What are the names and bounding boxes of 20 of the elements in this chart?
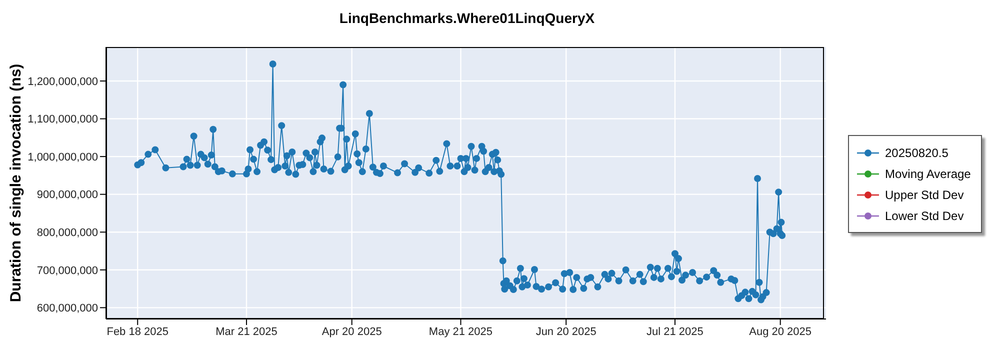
legend-label: Lower Std Dev [885, 208, 964, 222]
legend-label: Upper Std Dev [885, 188, 964, 202]
y-tick-label: 1,100,000,000 [28, 114, 98, 126]
y-tick-label: 800,000,000 [36, 227, 98, 240]
x-tick-label: Mar 21 2025 [216, 326, 278, 338]
y-axis-title: Duration of single invocation (ns) [8, 64, 24, 302]
y-tick-label: 1,200,000,000 [28, 76, 98, 88]
y-tick-label: 1,000,000,000 [28, 151, 98, 164]
x-tick-label: Aug 20 2025 [749, 326, 812, 338]
x-tick-label: Jun 20 2025 [536, 326, 596, 338]
y-tick-label: 700,000,000 [36, 264, 98, 277]
x-tick-label: May 21 2025 [428, 326, 493, 338]
x-tick-label: Feb 18 2025 [106, 326, 168, 338]
y-tick-label: 600,000,000 [36, 302, 98, 315]
chart-title: LinqBenchmarks.Where01LinqQueryX [338, 10, 596, 26]
y-tick-label: 900,000,000 [36, 189, 98, 202]
legend-label: Moving Average [885, 166, 971, 180]
x-tick-label: Apr 20 2025 [322, 326, 382, 338]
legend-label: 20250820.5 [885, 146, 948, 160]
x-tick-label: Jul 21 2025 [646, 326, 704, 338]
